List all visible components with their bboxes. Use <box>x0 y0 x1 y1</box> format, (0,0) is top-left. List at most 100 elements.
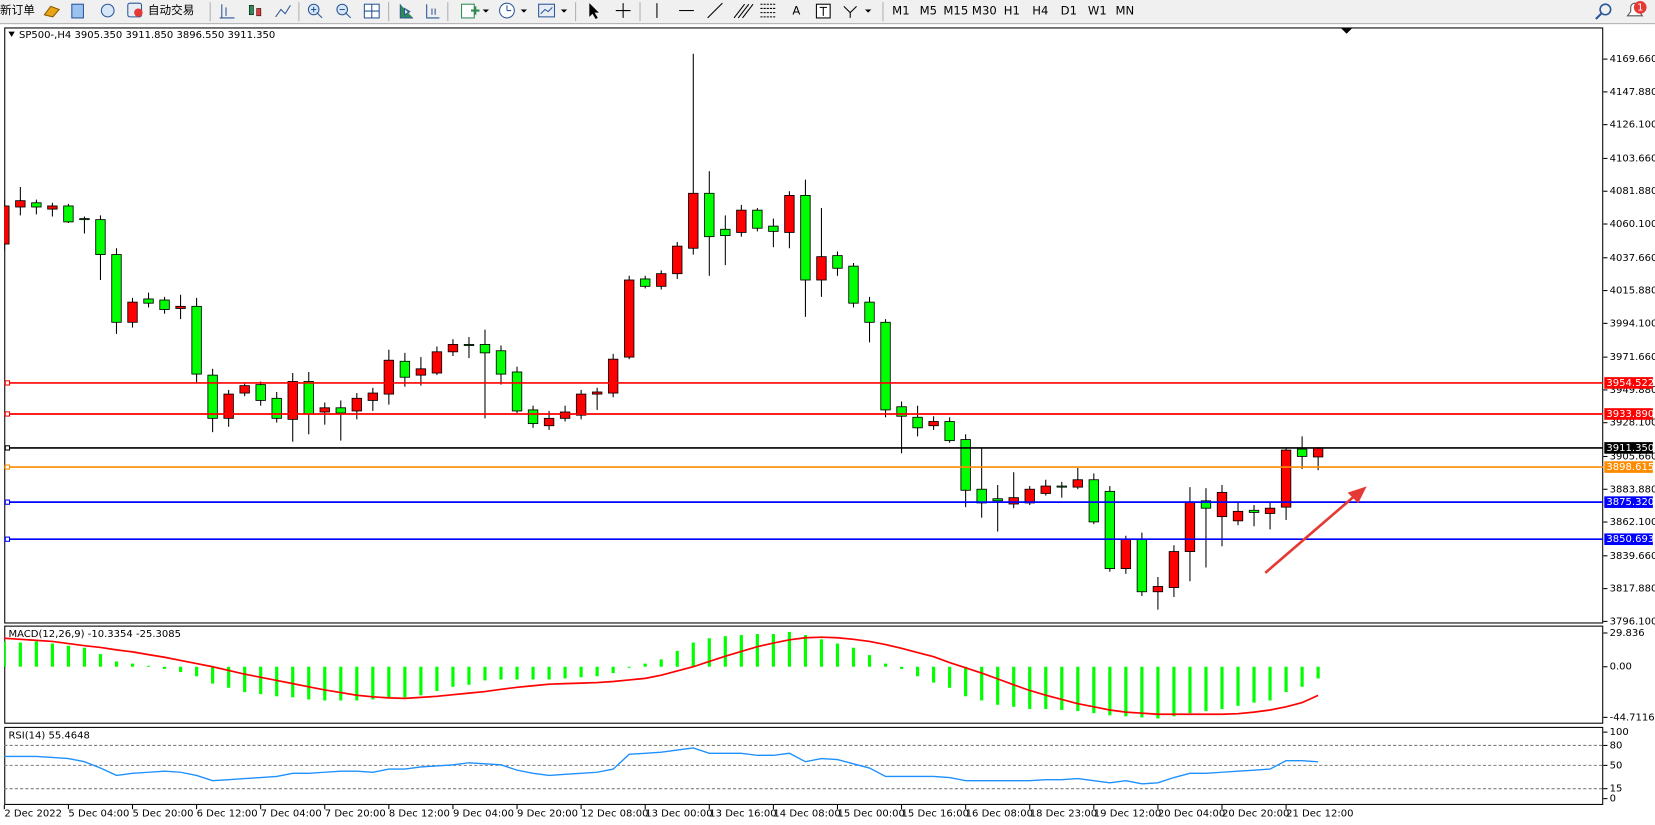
candle-body <box>720 228 731 237</box>
candle-body <box>1088 479 1099 523</box>
x-tick-label: 12 Dec 08:00 <box>581 808 648 819</box>
timeframe-button[interactable]: M1 <box>892 4 909 18</box>
icon-trendline[interactable] <box>707 2 723 19</box>
candle-body <box>656 273 667 287</box>
icon-gold[interactable] <box>43 5 61 18</box>
icon-candles[interactable] <box>248 5 254 16</box>
icon-signals[interactable] <box>100 3 115 18</box>
candle-body <box>768 225 779 232</box>
macd-bar <box>323 666 327 701</box>
macd-y-tick-label: -44.7116 <box>1610 712 1655 723</box>
candle-body <box>143 298 154 304</box>
icon-channel[interactable] <box>733 3 754 19</box>
macd-signal-line <box>4 636 1319 716</box>
icon-crosshair[interactable] <box>615 3 631 18</box>
dropdown[interactable] <box>520 9 528 13</box>
timeframe-button[interactable]: W1 <box>1088 4 1107 18</box>
y-tick-label: 4081.880 <box>1610 186 1655 197</box>
macd-bar <box>996 666 1000 705</box>
icon-arrows[interactable] <box>843 5 857 18</box>
candle-body <box>800 194 811 281</box>
candle-body <box>624 279 635 358</box>
candle-body <box>575 393 587 416</box>
candle-body <box>511 371 523 412</box>
macd-bar <box>883 663 888 667</box>
timeframe-button[interactable]: H1 <box>1004 4 1020 18</box>
x-tick-label: 7 Dec 20:00 <box>325 808 386 819</box>
candle-body <box>1008 497 1019 505</box>
icon-text-label-glyph <box>819 6 827 16</box>
candle-body <box>31 202 42 208</box>
icon-search[interactable] <box>1599 3 1612 16</box>
new-order-button[interactable]: 新订单 <box>0 3 35 17</box>
icon-zoom-out-glyph <box>339 8 352 19</box>
candle-body <box>351 397 362 412</box>
price-plot <box>4 53 1604 610</box>
candle-body <box>1136 538 1148 593</box>
candle-body <box>175 305 186 309</box>
chart-shift-marker[interactable] <box>1341 28 1352 34</box>
macd-bar <box>307 666 311 700</box>
icon-bar-chart[interactable] <box>219 4 235 19</box>
macd-panel-border <box>4 625 1604 724</box>
macd-bar <box>18 642 22 667</box>
icon-auto-trading-stop <box>134 8 143 17</box>
candle-body <box>271 397 282 419</box>
y-tick-label: 4015.880 <box>1610 286 1655 297</box>
candle-body <box>848 265 859 304</box>
dropdown[interactable] <box>482 9 490 13</box>
x-tick-label: 20 Dec 04:00 <box>1158 808 1225 819</box>
macd-bar <box>34 641 38 667</box>
timeframe-button[interactable]: H4 <box>1032 4 1048 18</box>
macd-bar <box>130 663 135 667</box>
timeframe-button[interactable]: M30 <box>972 4 997 18</box>
x-tick-label: 13 Dec 16:00 <box>709 808 776 819</box>
icon-line-chart[interactable] <box>275 4 291 18</box>
candle-body <box>1024 488 1035 504</box>
candle-body <box>431 351 443 374</box>
candle-body <box>79 218 90 221</box>
dropdown[interactable] <box>864 9 872 13</box>
timeframe-button[interactable]: M15 <box>943 4 968 18</box>
rsi-plot <box>4 744 1604 790</box>
icon-autoscroll[interactable] <box>399 4 413 19</box>
candle-body <box>896 406 907 417</box>
rsi-title: RSI(14) 55.4648 <box>8 730 89 741</box>
toolbar: 新订单 <box>0 0 1655 25</box>
icon-text[interactable]: A <box>792 4 800 18</box>
axes: SP500-,H4 3905.350 3911.850 3896.550 391… <box>3 30 1655 819</box>
macd-bar <box>1108 666 1112 716</box>
icon-fibonacci[interactable] <box>760 3 776 18</box>
symbol-menu-marker[interactable] <box>8 31 15 37</box>
icon-market-watch[interactable] <box>71 3 84 19</box>
icon-chart-shift[interactable] <box>426 4 440 19</box>
macd-bar <box>515 666 519 680</box>
y-tick-label: 3928.100 <box>1610 418 1655 429</box>
macd-bar <box>1140 666 1144 718</box>
macd-bar <box>66 645 71 667</box>
candle-body <box>319 407 330 413</box>
candle-body <box>1072 479 1083 488</box>
candle-body <box>752 209 763 229</box>
dropdown[interactable] <box>560 9 568 13</box>
level-label: 3933.890 <box>1606 409 1654 420</box>
candle-body <box>383 359 395 395</box>
level-handle <box>4 445 11 451</box>
x-tick-label: 15 Dec 16:00 <box>902 808 969 819</box>
macd-bar <box>291 666 295 698</box>
x-tick-label: 13 Dec 00:00 <box>645 808 712 819</box>
macd-bar <box>803 635 808 667</box>
macd-bar <box>4 641 6 667</box>
timeframe-button[interactable]: M5 <box>920 4 937 18</box>
candle-body <box>976 488 987 504</box>
auto-trading-button[interactable]: 自动交易 <box>148 3 194 17</box>
candle-body <box>880 321 891 411</box>
rsi-y-tick-label: 0 <box>1610 794 1616 805</box>
icon-cursor[interactable] <box>589 3 599 19</box>
timeframe-button[interactable]: D1 <box>1061 4 1077 18</box>
candle-body <box>784 194 795 233</box>
timeframe-button[interactable]: MN <box>1115 4 1134 18</box>
